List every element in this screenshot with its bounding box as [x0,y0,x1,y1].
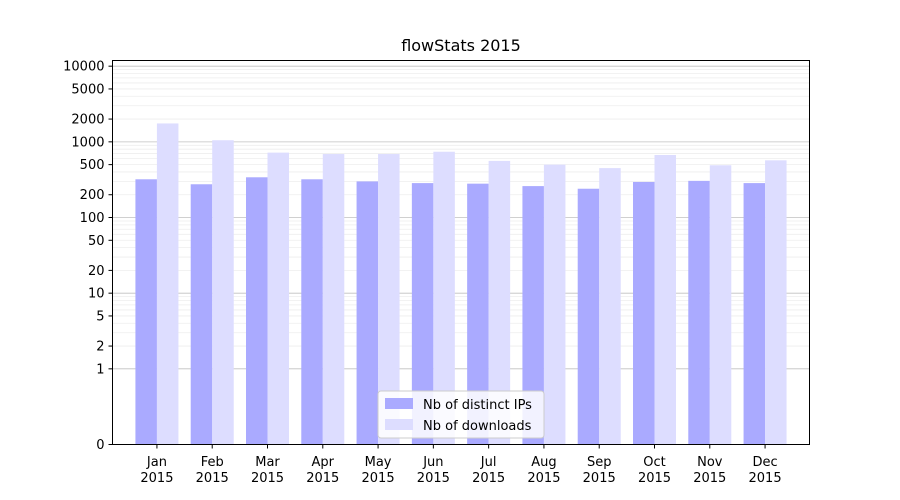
bar-distinct-ips [135,179,157,445]
x-tick-label-year: 2015 [749,471,782,486]
legend-box [377,390,545,439]
y-tick-label: 100 [80,211,105,226]
y-tick-label: 0 [96,438,104,453]
bar-downloads [212,140,234,445]
bar-downloads [322,154,345,445]
x-tick-label-month: Feb [201,455,224,470]
bar-downloads [378,154,400,445]
chart-title: flowStats 2015 [401,36,521,55]
x-tick-label-month: Oct [643,455,665,470]
bar-downloads [599,168,621,445]
y-tick-label: 1 [96,362,104,377]
bar-distinct-ips [467,183,489,445]
legend-swatch-downloads [385,419,413,430]
y-tick-label: 5 [96,309,104,324]
y-tick-label: 1000 [71,135,104,150]
y-tick-label: 2000 [71,113,104,128]
bar-downloads [543,164,566,445]
x-tick-label-year: 2015 [527,471,560,486]
x-tick-label-month: Nov [697,455,723,470]
x-tick-label-year: 2015 [196,471,229,486]
x-tick-label-month: Jan [146,455,167,470]
x-tick-label-month: Jun [422,455,443,470]
legend-swatch-distinct-ips [385,398,413,409]
x-tick-label-year: 2015 [251,471,284,486]
x-tick-label-month: Dec [752,455,777,470]
bar-distinct-ips [190,184,213,445]
x-tick-label-month: Mar [255,455,280,470]
bars [135,123,787,445]
y-axis: 0 1 2 5 10 20 50 100 200 500 1000 2000 5000 10000 [63,60,113,453]
x-tick-label-year: 2015 [362,471,395,486]
bar-distinct-ips [632,181,655,445]
y-tick-label: 20 [88,264,105,279]
x-tick-label-month: Sep [587,455,612,470]
x-tick-label-month: Apr [312,455,335,470]
bar-distinct-ips [356,181,379,445]
bar-distinct-ips [688,180,710,445]
legend: Nb of distinct IPs Nb of downloads [377,390,545,439]
bar-downloads [267,152,290,445]
legend-label-downloads: Nb of downloads [423,419,532,434]
bar-distinct-ips [522,186,544,445]
bar-downloads [765,160,787,445]
x-tick-label-year: 2015 [693,471,726,486]
bar-distinct-ips [246,177,268,445]
bar-downloads [433,151,455,445]
x-tick-label-month: Jul [480,455,497,470]
x-tick-label-month: May [365,455,392,470]
bar-distinct-ips [743,183,766,445]
y-tick-label: 10000 [63,60,104,75]
x-tick-label-year: 2015 [638,471,671,486]
bar-downloads [156,123,179,445]
bar-distinct-ips [301,179,323,445]
bar-downloads [709,165,732,445]
legend-label-distinct-ips: Nb of distinct IPs [423,398,532,413]
x-axis: Jan2015Feb2015Mar2015Apr2015May2015Jun20… [140,444,782,486]
x-tick-label-year: 2015 [306,471,339,486]
x-tick-label-year: 2015 [140,471,173,486]
y-tick-label: 2 [96,340,104,355]
x-tick-label-year: 2015 [583,471,616,486]
y-tick-label: 50 [88,234,105,249]
bar-downloads [488,160,511,445]
x-tick-label-year: 2015 [417,471,450,486]
plot-frame [112,60,810,445]
y-tick-label: 500 [80,158,105,173]
y-tick-label: 10 [88,287,105,302]
bar-downloads [654,154,676,445]
y-tick-label: 200 [80,188,105,203]
x-tick-label-month: Aug [531,455,556,470]
bar-distinct-ips [577,188,600,445]
y-tick-label: 5000 [71,82,104,97]
bar-distinct-ips [411,183,434,445]
x-tick-label-year: 2015 [472,471,505,486]
